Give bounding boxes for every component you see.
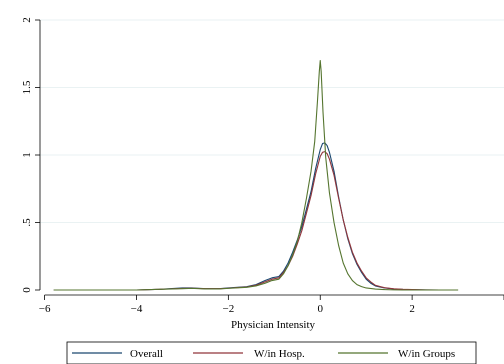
- legend-label-3: W/in Groups: [398, 348, 455, 360]
- x-tick-label: 2: [409, 303, 415, 315]
- legend-label-2: W/in Hosp.: [254, 348, 305, 360]
- y-tick-label: 2: [21, 17, 33, 23]
- series-line-1: [53, 142, 459, 291]
- x-tick-label: −6: [39, 303, 51, 315]
- x-axis-label: Physician Intensity: [231, 319, 316, 331]
- legend-label-1: Overall: [130, 348, 163, 360]
- axes: 0.511.52−6−4−2024: [21, 17, 504, 315]
- gridlines: [40, 19, 504, 223]
- y-tick-label: 0: [21, 287, 33, 293]
- y-tick-label: 1: [21, 152, 33, 158]
- x-tick-label: 0: [317, 303, 323, 315]
- y-tick-label: 1.5: [21, 80, 33, 94]
- series-lines: [53, 59, 459, 291]
- series-line-2: [53, 151, 459, 291]
- x-tick-label: −4: [131, 303, 143, 315]
- y-tick-label: .5: [21, 218, 33, 227]
- series-line-3: [53, 59, 459, 291]
- legend-box: [66, 341, 477, 364]
- legend: Overall W/in Hosp. W/in Groups: [66, 341, 477, 364]
- x-tick-label: −2: [222, 303, 234, 315]
